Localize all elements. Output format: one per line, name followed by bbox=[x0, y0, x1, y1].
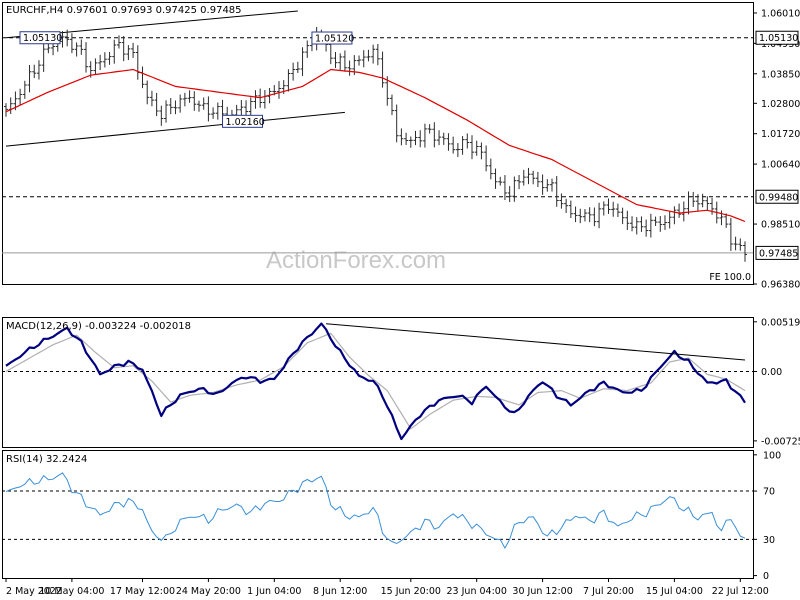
x-tick-label-11: 22 Jul 12:00 bbox=[712, 586, 769, 597]
macd-tick-label-0: 0.005196 bbox=[761, 317, 800, 328]
price-tag-box-2 bbox=[755, 245, 799, 260]
pane-frame-2 bbox=[2, 450, 754, 579]
x-tick-label-7: 23 Jun 04:00 bbox=[447, 586, 507, 597]
rsi-title: RSI(14) 32.2424 bbox=[6, 454, 87, 465]
watermark: ActionForex.com bbox=[266, 247, 446, 274]
annotation-label-0: 1.05130 bbox=[23, 33, 62, 44]
x-tick-label-1: 10 May 04:00 bbox=[39, 586, 104, 597]
price-title: EURCHF,H4 0.97601 0.97693 0.97425 0.9748… bbox=[6, 5, 242, 16]
macd-title: MACD(12,26,9) -0.003224 -0.002018 bbox=[6, 321, 191, 332]
price-tick-label-5: 1.00640 bbox=[761, 160, 800, 171]
macd-tick-label-2: -0.007259 bbox=[761, 436, 800, 447]
annotation-label-2: 1.02160 bbox=[226, 117, 265, 128]
price-tick-label-6: 0.98510 bbox=[761, 220, 800, 231]
price-tick-label-4: 1.01720 bbox=[761, 129, 800, 140]
candles-group bbox=[4, 26, 747, 262]
x-tick-label-4: 1 Jun 04:00 bbox=[247, 586, 301, 597]
macd-trendline bbox=[326, 323, 746, 361]
x-tick-label-10: 15 Jul 04:00 bbox=[646, 586, 703, 597]
annotation-box-0 bbox=[19, 31, 61, 45]
rsi-tick-label-2: 30 bbox=[763, 535, 775, 546]
price-tick-label-7: 0.96380 bbox=[761, 280, 800, 291]
x-tick-label-2: 17 May 12:00 bbox=[110, 586, 175, 597]
x-tick-label-6: 15 Jun 20:00 bbox=[381, 586, 441, 597]
rsi-tick-label-0: 100 bbox=[763, 450, 781, 461]
macd-line bbox=[5, 322, 746, 441]
x-tick-label-3: 24 May 20:00 bbox=[176, 586, 241, 597]
fe-label: FE 100.0 bbox=[709, 272, 751, 283]
price-tag-box-1 bbox=[755, 189, 799, 204]
annotation-box-1 bbox=[311, 31, 353, 45]
price-tag-label-2: 0.97485 bbox=[759, 248, 798, 259]
price-tick-label-2: 1.03850 bbox=[761, 69, 800, 80]
price-tick-label-0: 1.06010 bbox=[761, 8, 800, 19]
x-tick-label-0: 2 May 2022 bbox=[6, 586, 62, 597]
x-tick-label-5: 8 Jun 12:00 bbox=[313, 586, 367, 597]
rsi-tick-label-1: 70 bbox=[763, 487, 775, 498]
price-tag-box-0 bbox=[755, 30, 799, 45]
x-tick-label-9: 7 Jul 20:00 bbox=[583, 586, 634, 597]
macd-tick-label-1: 0.00 bbox=[761, 367, 782, 378]
price-tag-label-0: 1.05130 bbox=[759, 33, 798, 44]
price-tick-label-3: 1.02800 bbox=[761, 99, 800, 110]
pane-frame-1 bbox=[2, 317, 754, 448]
channel-line-1 bbox=[5, 111, 345, 147]
macd-signal-line bbox=[5, 332, 746, 430]
annotation-label-1: 1.05120 bbox=[315, 34, 354, 45]
price-tag-label-1: 0.99480 bbox=[759, 192, 798, 203]
moving-average-line bbox=[5, 68, 746, 223]
pane-frame-0 bbox=[2, 2, 754, 285]
rsi-line bbox=[5, 472, 746, 550]
x-tick-label-8: 30 Jun 12:00 bbox=[512, 586, 572, 597]
rsi-tick-label-3: 0 bbox=[763, 571, 769, 582]
annotation-box-2 bbox=[222, 114, 264, 128]
